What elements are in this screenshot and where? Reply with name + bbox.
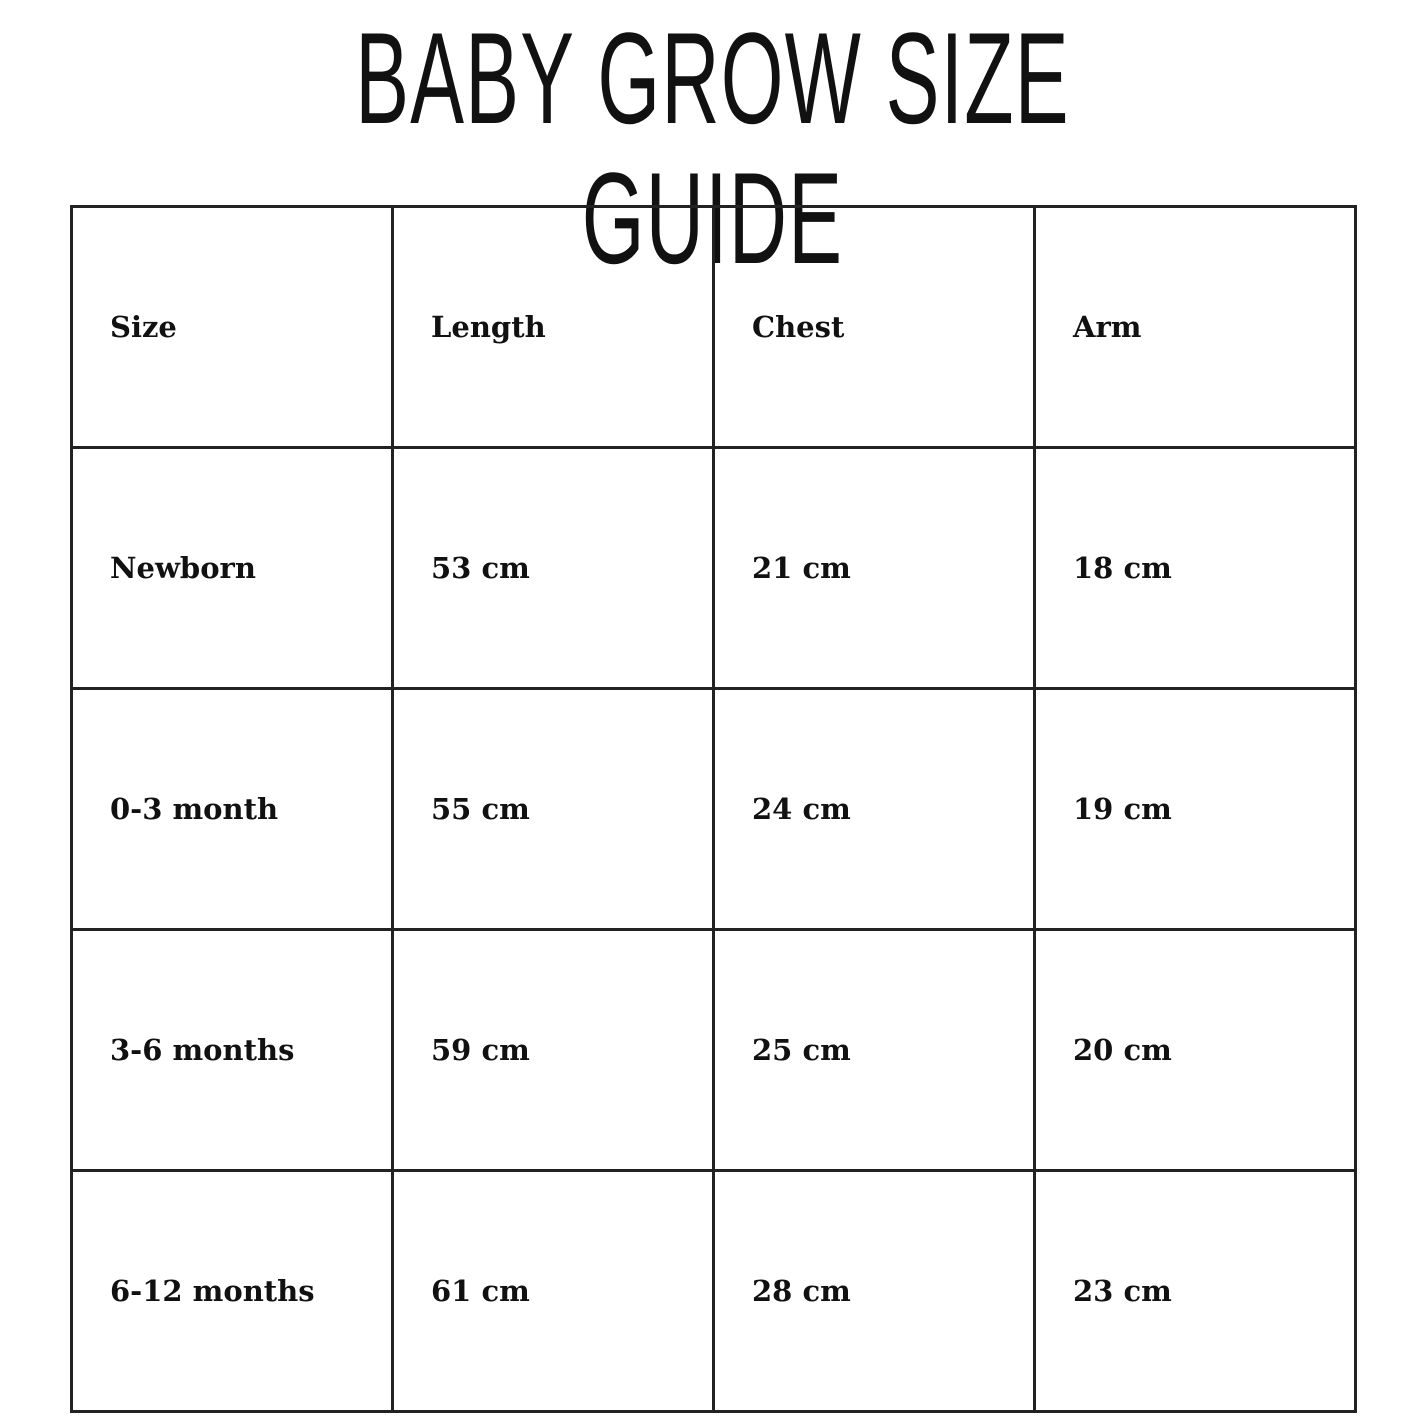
header-cell: Size [70, 205, 394, 449]
table-cell: 18 cm [1033, 446, 1357, 690]
table-row: Newborn 53 cm 21 cm 18 cm [70, 446, 1357, 690]
table-cell: 25 cm [712, 928, 1036, 1172]
table-cell: 28 cm [712, 1169, 1036, 1413]
table-row: 3-6 months 59 cm 25 cm 20 cm [70, 928, 1357, 1172]
table-cell: 21 cm [712, 446, 1036, 690]
table-cell: 53 cm [391, 446, 715, 690]
table-cell: 0-3 month [70, 687, 394, 931]
table-row: 6-12 months 61 cm 28 cm 23 cm [70, 1169, 1357, 1413]
table-cell: 61 cm [391, 1169, 715, 1413]
table-cell: 55 cm [391, 687, 715, 931]
header-cell: Arm [1033, 205, 1357, 449]
table-cell: 24 cm [712, 687, 1036, 931]
table-cell: 20 cm [1033, 928, 1357, 1172]
table-cell: 6-12 months [70, 1169, 394, 1413]
table-cell: 59 cm [391, 928, 715, 1172]
table-cell: 23 cm [1033, 1169, 1357, 1413]
table-cell: Newborn [70, 446, 394, 690]
table-row: 0-3 month 55 cm 24 cm 19 cm [70, 687, 1357, 931]
header-cell: Chest [712, 205, 1036, 449]
table-cell: 3-6 months [70, 928, 394, 1172]
size-table: Size Length Chest Arm Newborn 53 cm 21 c… [70, 205, 1357, 1413]
table-header-row: Size Length Chest Arm [70, 205, 1357, 449]
table-cell: 19 cm [1033, 687, 1357, 931]
header-cell: Length [391, 205, 715, 449]
